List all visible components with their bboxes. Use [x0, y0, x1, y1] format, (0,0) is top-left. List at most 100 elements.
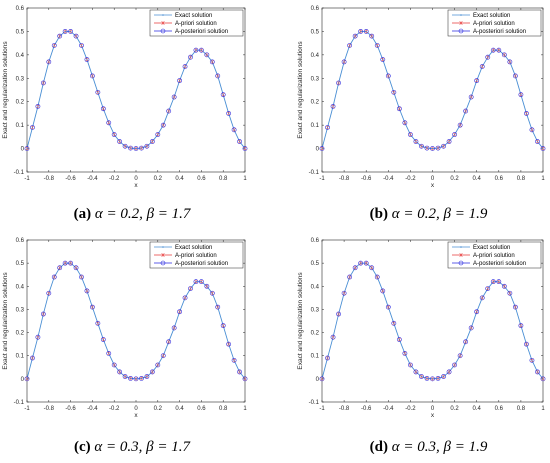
point-exact	[492, 281, 494, 283]
point-exact	[343, 61, 345, 63]
point-a-posteriori	[468, 94, 474, 100]
caption-params: α = 0.3, β = 1.7	[94, 439, 191, 455]
point-exact	[222, 94, 224, 96]
point-exact	[124, 145, 126, 147]
point-exact	[420, 376, 422, 378]
point-exact	[108, 352, 110, 354]
point-a-posteriori	[117, 139, 123, 144]
x-tick-label: -0.4	[383, 406, 394, 412]
legend-marker-star	[161, 253, 165, 257]
point-exact	[481, 66, 483, 68]
point-exact	[91, 75, 93, 77]
point-a-posteriori	[535, 139, 540, 144]
point-exact	[371, 35, 373, 37]
point-exact	[195, 281, 197, 283]
point-exact	[130, 377, 132, 379]
point-exact	[26, 148, 28, 150]
point-a-posteriori	[35, 104, 41, 109]
point-a-posteriori	[396, 337, 402, 342]
point-exact	[239, 141, 241, 143]
point-a-posteriori	[385, 73, 391, 79]
point-exact	[542, 378, 544, 380]
point-exact	[108, 122, 110, 124]
caption-label: (b)	[370, 206, 392, 222]
point-a-posteriori	[352, 265, 358, 271]
caption-label: (a)	[74, 206, 95, 222]
point-exact	[321, 148, 323, 150]
point-exact	[168, 110, 170, 112]
y-tick-label: 0	[316, 377, 320, 383]
point-exact	[492, 49, 494, 51]
point-a-posteriori	[369, 33, 375, 39]
y-tick-label: 0.5	[311, 29, 320, 35]
point-exact	[211, 61, 213, 63]
point-exact	[520, 94, 522, 96]
point-a-posteriori	[220, 92, 226, 98]
point-exact	[64, 30, 66, 32]
point-a-posteriori	[128, 375, 133, 381]
point-a-posteriori	[128, 145, 133, 151]
point-exact	[162, 124, 164, 126]
point-exact	[470, 327, 472, 329]
point-a-posteriori	[347, 43, 353, 48]
point-exact	[465, 341, 467, 343]
point-a-posteriori	[139, 375, 144, 381]
point-a-posteriori	[73, 265, 79, 271]
point-a-posteriori	[419, 374, 424, 379]
x-tick-label: 0.2	[450, 406, 459, 412]
point-a-posteriori	[171, 325, 177, 331]
point-exact	[206, 285, 208, 287]
point-exact	[382, 290, 384, 292]
point-exact	[97, 91, 99, 93]
point-exact	[398, 339, 400, 341]
point-a-posteriori	[407, 132, 413, 137]
x-tick-label: 1	[243, 406, 247, 412]
x-tick-label: 0.8	[517, 176, 526, 182]
point-exact	[140, 147, 142, 149]
x-tick-label: -1	[24, 406, 30, 412]
legend-marker-dot	[162, 246, 164, 248]
point-a-posteriori	[485, 54, 491, 60]
point-a-posteriori	[242, 146, 248, 151]
chart-panel-d: -1 -0.8 -0.6 -0.4 -0.2 0 0.2 0.4 0.6 0.8 1 -0.1 0 0.1…	[297, 238, 546, 455]
point-exact	[476, 311, 478, 313]
point-a-posteriori	[209, 59, 215, 65]
x-axis-label: x	[134, 412, 138, 419]
caption-params: α = 0.2, β = 1.7	[95, 206, 192, 222]
point-a-posteriori	[452, 362, 457, 368]
point-exact	[135, 378, 137, 380]
point-exact	[459, 355, 461, 357]
x-tick-label: 0.6	[495, 176, 504, 182]
point-exact	[465, 110, 467, 112]
y-tick-label: 0.3	[16, 307, 25, 313]
point-a-posteriori	[363, 29, 369, 34]
point-exact	[487, 288, 489, 290]
point-exact	[536, 141, 538, 143]
x-tick-label: 0.6	[197, 406, 206, 412]
y-tick-label: 0.3	[16, 76, 25, 82]
point-a-posteriori	[457, 122, 463, 128]
point-exact	[332, 105, 334, 107]
y-tick-label: 0.4	[16, 284, 25, 290]
point-exact	[514, 75, 516, 77]
point-a-posteriori	[62, 260, 68, 266]
point-exact	[86, 59, 88, 61]
chart-panel-a: -1 -0.8 -0.6 -0.4 -0.2 0 0.2 0.4 0.6 0.8 1 -0.1 0 0.1…	[2, 6, 248, 222]
chart-panel-c: -1 -0.8 -0.6 -0.4 -0.2 0 0.2 0.4 0.6 0.8 1 -0.1 0 0.1…	[2, 238, 248, 455]
point-exact	[53, 276, 55, 278]
point-a-posteriori	[457, 353, 463, 359]
x-tick-label: -0.8	[339, 406, 350, 412]
point-a-posteriori	[117, 369, 123, 375]
point-a-posteriori	[512, 73, 518, 79]
point-a-posteriori	[391, 320, 397, 326]
x-tick-label: 0.4	[473, 176, 482, 182]
y-axis-label: Exact and regularization solutions	[297, 272, 304, 370]
y-tick-label: 0.2	[16, 100, 25, 106]
point-a-posteriori	[226, 111, 232, 116]
point-a-posteriori	[177, 309, 182, 315]
point-exact	[179, 311, 181, 313]
y-tick-label: 0.5	[311, 261, 320, 267]
point-a-posteriori	[106, 350, 112, 356]
legend-label: A-priori solution	[175, 253, 217, 259]
